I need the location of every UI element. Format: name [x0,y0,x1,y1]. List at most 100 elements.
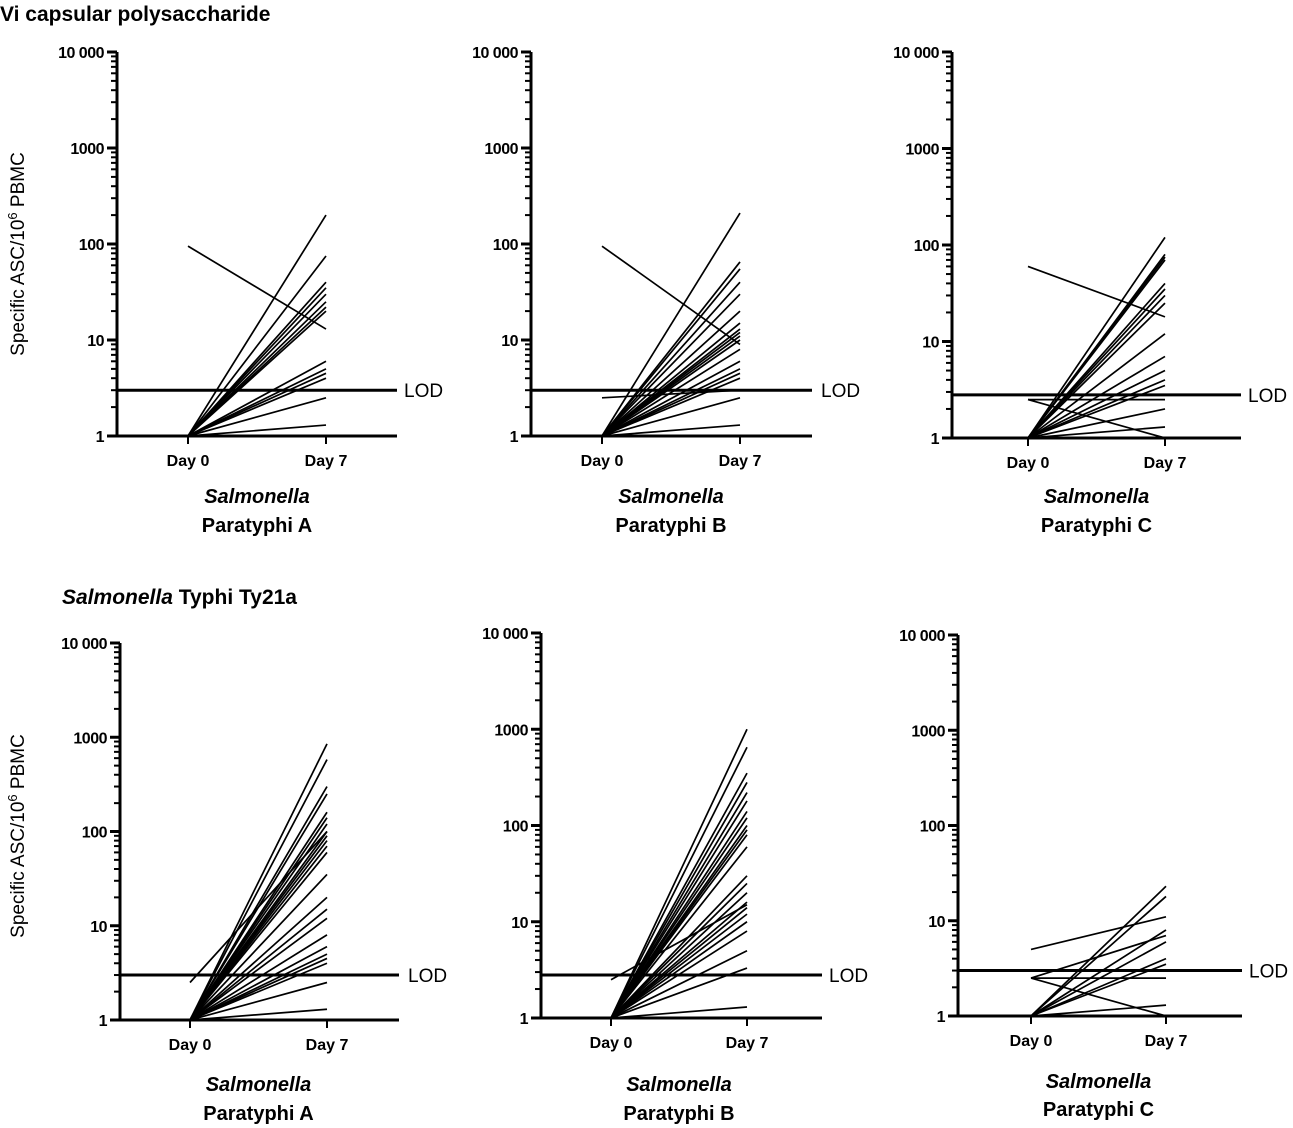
chart-panel-1: 1 10 100 1000 10 000 Day 0 Day 7 LOD Salmonella P… [58,45,443,537]
chart-panel-2: 1 10 100 1000 10 000 Day 0 Day 7 LOD Salmonella P… [472,45,860,537]
series-line-2 [610,728,748,1019]
series-line-4 [1027,236,1166,439]
y-tick-label: 1000 [905,142,939,159]
series-line-15 [610,882,748,1019]
y-axis-label-top: Specific ASC/106 PBMC [5,152,30,356]
series-line-12 [610,834,748,1019]
series-line-16 [189,908,328,1021]
series-line-8 [601,310,741,437]
series-line-11 [1030,1004,1167,1017]
series-line-18 [601,377,741,437]
chart-panel-3: 1 10 100 1000 10 000 Day 0 Day 7 LOD Salmonella P… [893,45,1287,537]
series-line-12 [1027,333,1166,439]
series-line-19 [610,913,748,1019]
y-tick-label: 100 [493,237,519,254]
lod-label: LOD [821,381,860,402]
y-tick-label: 1 [99,1013,108,1030]
series-line-13 [189,851,328,1021]
x-tick-label: Day 0 [167,453,210,470]
panel-subtitle-genus: Salmonella [1046,1071,1152,1093]
series-line-1 [601,245,741,346]
series-line-18 [189,934,328,1021]
series-line-3 [189,759,328,1021]
y-tick-label: 1000 [70,141,104,158]
y-tick-label: 10 [87,333,104,350]
series-line-1 [1027,265,1166,318]
y-tick-label: 100 [503,819,529,836]
x-tick-label: Day 7 [726,1035,769,1052]
series-line-24 [189,1008,328,1021]
series-line-5 [189,793,328,1021]
series-line-17 [1027,408,1166,439]
series-line-9 [187,310,327,437]
series-line-10 [1027,294,1166,439]
y-tick-label: 1000 [484,141,518,158]
series-line-7 [1030,929,1167,1017]
series-line-17 [189,917,328,1021]
panel-subtitle-serovar: Paratyphi A [203,1103,313,1125]
panel-subtitle-serovar: Paratyphi B [623,1103,734,1125]
series-line-3 [610,746,748,1019]
chart-panel-5: 1 10 100 1000 10 000 Day 0 Day 7 LOD Salmonella P… [482,626,868,1125]
series-line-5 [610,782,748,1019]
series-line-14 [189,873,328,1021]
y-tick-label: 100 [82,825,108,842]
series-line-18 [610,907,748,1019]
series-line-13 [1027,355,1166,439]
y-axis-label-bottom: Specific ASC/106 PBMC [5,734,30,938]
panel-subtitle-genus: Salmonella [626,1074,732,1096]
series-line-18 [1027,426,1166,439]
series-line-15 [189,896,328,1021]
y-tick-label: 10 [90,919,107,936]
y-tick-label: 100 [920,819,946,836]
y-tick-label: 1 [937,1009,946,1026]
y-tick-label: 1 [520,1011,529,1028]
series-line-5 [1030,885,1167,1017]
y-tick-label: 10 000 [61,636,108,653]
series-line-15 [1027,379,1166,439]
panel-subtitle-serovar: Paratyphi B [615,515,726,537]
series-line-3 [601,212,741,437]
panel-subtitle-genus: Salmonella [618,486,724,508]
series-line-16 [610,892,748,1019]
series-line-19 [601,396,741,437]
lod-label: LOD [408,966,447,987]
series-line-1 [187,245,327,330]
series-line-14 [1027,369,1166,439]
y-tick-label: 10 [922,335,939,352]
series-line-13 [610,846,748,1019]
y-tick-label: 1 [510,429,519,446]
lod-label: LOD [404,381,443,402]
x-tick-label: Day 7 [1144,455,1187,472]
series-line-19 [189,945,328,1021]
series-line-7 [1027,259,1166,439]
series-line-14 [610,875,748,1019]
series-line-8 [1030,941,1167,1017]
chart-panel-4: 1 10 100 1000 10 000 Day 0 Day 7 LOD Salmonella P… [61,636,447,1125]
y-tick-label: 1000 [73,730,107,747]
series-line-13 [601,339,741,437]
panel-subtitle-serovar: Paratyphi C [1041,515,1152,537]
x-tick-label: Day 0 [169,1037,212,1054]
series-line-10 [1030,963,1167,1017]
y-tick-label: 10 000 [893,45,940,62]
y-tick-label: 10 000 [472,45,519,62]
section-title-ty21a: Salmonella Typhi Ty21a [62,586,297,609]
series-line-2 [1030,977,1167,1017]
y-tick-label: 10 [501,333,518,350]
y-tick-label: 1000 [494,722,528,739]
y-tick-label: 1 [96,429,105,446]
y-tick-label: 10 000 [482,626,529,643]
panel-subtitle-genus: Salmonella [204,486,310,508]
series-line-7 [610,800,748,1019]
x-tick-label: Day 7 [306,1037,349,1054]
series-line-6 [1030,895,1167,1017]
y-tick-label: 1 [931,431,940,448]
series-line-15 [601,360,741,437]
section-title-vi: Vi capsular polysaccharide [0,3,270,26]
series-line-1 [1030,915,1167,951]
lod-label: LOD [1248,386,1287,407]
x-tick-label: Day 7 [305,453,348,470]
x-tick-label: Day 0 [1010,1033,1053,1050]
